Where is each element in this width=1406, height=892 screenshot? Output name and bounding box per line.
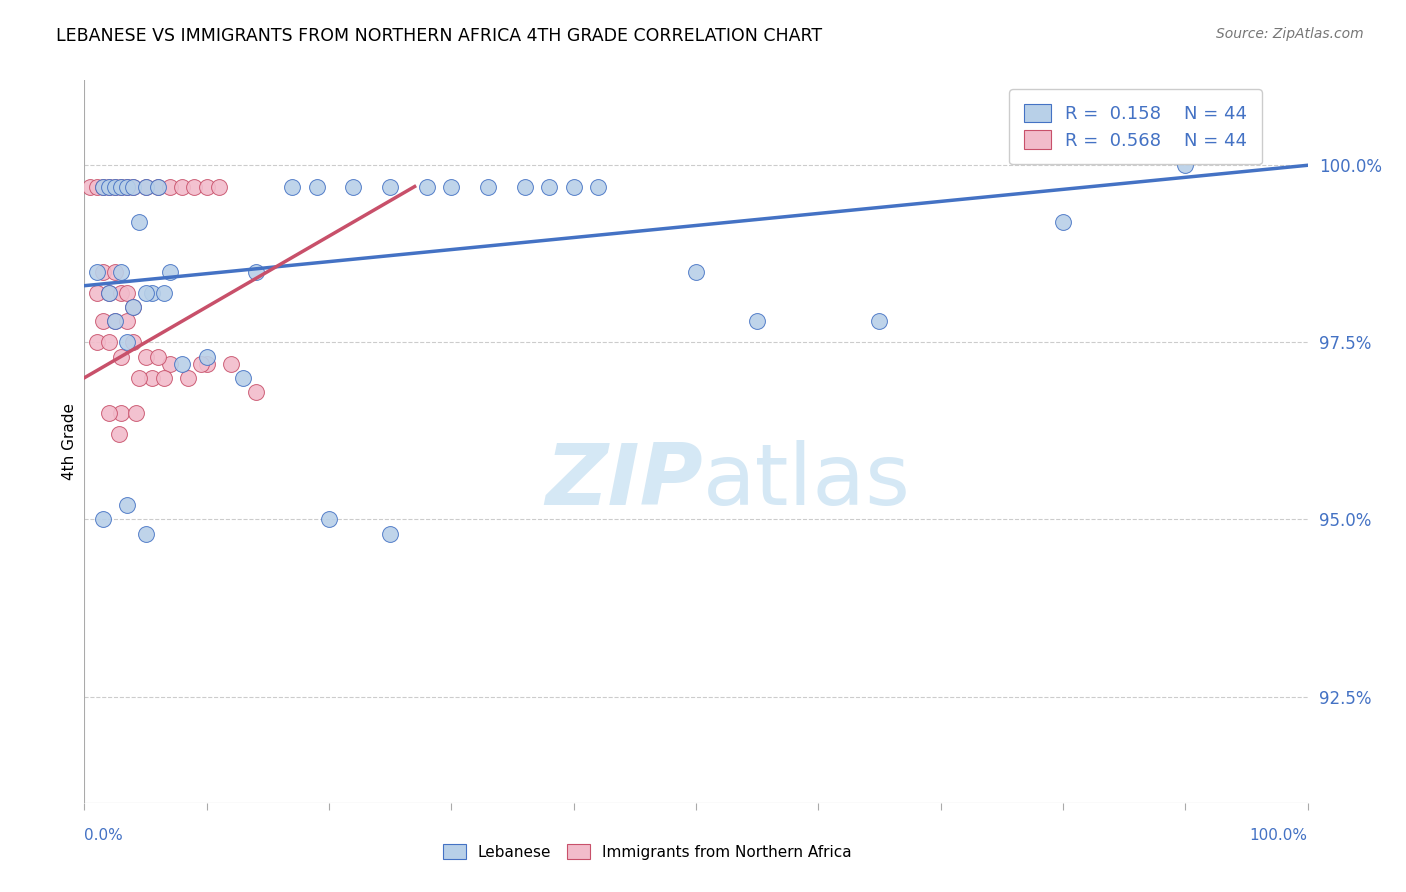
Point (146, 350, 169, 364)
Point (135, 350, 157, 364)
Point (183, 179, 205, 194)
Point (86, 335, 108, 350)
Point (91, 512, 114, 526)
Point (159, 179, 181, 194)
Point (159, 357, 181, 371)
Point (91, 179, 114, 194)
Point (195, 350, 218, 364)
Point (110, 179, 132, 194)
Text: 100.0%: 100.0% (1250, 828, 1308, 843)
Point (86, 285, 108, 300)
Point (135, 285, 157, 300)
Point (115, 179, 138, 194)
Y-axis label: 4th Grade: 4th Grade (62, 403, 77, 480)
Point (685, 264, 707, 278)
Point (245, 384, 267, 399)
Point (79, 179, 101, 194)
Point (122, 179, 145, 194)
Point (208, 179, 231, 194)
Point (97, 179, 120, 194)
Point (562, 179, 585, 194)
Point (122, 300, 145, 314)
Point (86, 264, 108, 278)
Point (110, 350, 132, 364)
Point (232, 371, 254, 385)
Point (97, 406, 120, 420)
Point (122, 179, 145, 194)
Point (477, 179, 499, 194)
Point (104, 314, 127, 328)
Legend: Lebanese, Immigrants from Northern Africa: Lebanese, Immigrants from Northern Afric… (434, 836, 859, 867)
Point (107, 427, 129, 442)
Point (104, 179, 127, 194)
Point (97, 179, 120, 194)
Point (91, 179, 114, 194)
Point (153, 285, 176, 300)
Point (281, 179, 304, 194)
Point (195, 357, 218, 371)
Point (1052, 215, 1074, 229)
Point (110, 285, 132, 300)
Point (1174, 158, 1197, 172)
Point (141, 371, 163, 385)
Point (110, 406, 132, 420)
Point (195, 179, 218, 194)
Point (416, 179, 439, 194)
Point (190, 357, 212, 371)
Point (125, 406, 148, 420)
Point (747, 314, 769, 328)
Text: 0.0%: 0.0% (84, 828, 124, 843)
Point (122, 335, 145, 350)
Point (135, 526, 157, 541)
Point (513, 179, 536, 194)
Point (146, 179, 169, 194)
Text: LEBANESE VS IMMIGRANTS FROM NORTHERN AFRICA 4TH GRADE CORRELATION CHART: LEBANESE VS IMMIGRANTS FROM NORTHERN AFR… (56, 27, 823, 45)
Point (305, 179, 328, 194)
Point (380, 179, 402, 194)
Point (128, 215, 150, 229)
Point (97, 335, 120, 350)
Point (91, 264, 114, 278)
Point (135, 179, 157, 194)
Point (97, 285, 120, 300)
Point (380, 526, 402, 541)
Point (172, 357, 194, 371)
Point (104, 314, 127, 328)
Point (172, 179, 194, 194)
Point (86, 179, 108, 194)
Point (122, 300, 145, 314)
Point (91, 314, 114, 328)
Point (141, 285, 163, 300)
Point (318, 512, 340, 526)
Point (115, 498, 138, 512)
Point (115, 314, 138, 328)
Point (538, 179, 561, 194)
Point (146, 179, 169, 194)
Point (135, 179, 157, 194)
Point (153, 371, 176, 385)
Point (115, 335, 138, 350)
Point (128, 371, 150, 385)
Point (219, 357, 242, 371)
Point (869, 314, 891, 328)
Point (159, 264, 181, 278)
Point (245, 264, 267, 278)
Text: ZIP: ZIP (546, 440, 703, 524)
Point (440, 179, 463, 194)
Point (110, 179, 132, 194)
Point (104, 179, 127, 194)
Point (177, 371, 200, 385)
Point (97, 285, 120, 300)
Text: Source: ZipAtlas.com: Source: ZipAtlas.com (1216, 27, 1364, 41)
Point (586, 179, 609, 194)
Point (104, 264, 127, 278)
Text: atlas: atlas (703, 440, 911, 524)
Point (342, 179, 364, 194)
Point (115, 179, 138, 194)
Point (115, 285, 138, 300)
Point (110, 264, 132, 278)
